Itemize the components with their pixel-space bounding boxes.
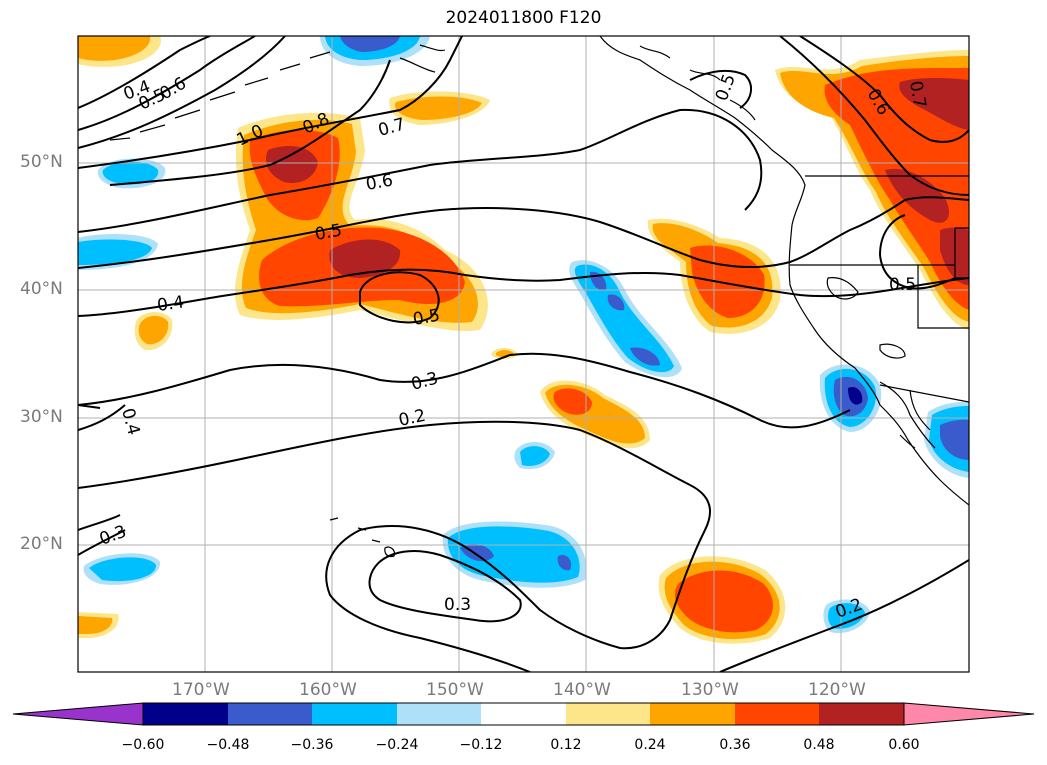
contour-0.6-east bbox=[779, 36, 969, 196]
contour-0.6-middle bbox=[78, 108, 763, 233]
colorbar-segment bbox=[397, 703, 481, 725]
colorbar-segment bbox=[312, 703, 397, 725]
colorbar-segment bbox=[228, 703, 312, 725]
contour-0.8-north bbox=[109, 59, 391, 186]
contour-label: 0.7 bbox=[905, 79, 929, 109]
colorbar-tick-label: −0.60 bbox=[121, 737, 165, 753]
gridlines bbox=[78, 36, 969, 672]
colorbar-tick-label: −0.12 bbox=[459, 737, 503, 753]
colorbar-extend-high bbox=[903, 702, 1035, 726]
contour-0.5-east bbox=[689, 69, 752, 109]
lon-label: 160°W bbox=[299, 680, 357, 700]
contour-0.2 bbox=[78, 420, 711, 672]
colorbar-tick-label: 0.12 bbox=[550, 737, 582, 753]
colorbar-extend-low bbox=[12, 702, 144, 726]
colorbar-tick-label: −0.24 bbox=[375, 737, 419, 753]
contour-0.3-west bbox=[78, 514, 126, 556]
pos-blob-central-dark bbox=[265, 146, 401, 278]
colorbar-segment bbox=[735, 703, 819, 725]
colorbar-tick-label: 0.60 bbox=[888, 737, 920, 753]
baja-peninsula bbox=[879, 381, 936, 449]
lat-label: 50°N bbox=[20, 152, 63, 172]
colorbar-tick-label: −0.48 bbox=[206, 737, 250, 753]
colorbar-segment bbox=[143, 703, 228, 725]
contour-0.5-nevada bbox=[878, 214, 956, 290]
aleutian-islands bbox=[109, 51, 331, 141]
contour-0.2-east bbox=[719, 559, 969, 672]
lon-label: 120°W bbox=[808, 680, 866, 700]
contour-0.7-east bbox=[799, 36, 969, 143]
colorbar-tick-label: 0.24 bbox=[634, 737, 666, 753]
contour-lines bbox=[78, 36, 969, 672]
map-title: 2024011800 F120 bbox=[445, 8, 602, 28]
positive-anomaly-blobs bbox=[78, 36, 969, 644]
contour-label: 0.5 bbox=[313, 221, 343, 245]
contour-label: 0.5 bbox=[411, 306, 441, 330]
contour-label: 0.3 bbox=[444, 595, 471, 615]
contour-label: 0.5 bbox=[889, 275, 916, 295]
contour-0.4-west bbox=[78, 404, 126, 431]
lon-label: 140°W bbox=[553, 680, 611, 700]
lat-label: 20°N bbox=[20, 534, 63, 554]
colorbar-tick-label: −0.36 bbox=[290, 737, 334, 753]
contour-label: 0.6 bbox=[364, 171, 394, 195]
contour-0.6-north bbox=[78, 36, 286, 149]
contour-0.5-closed bbox=[359, 271, 440, 324]
contour-0.5-north bbox=[78, 36, 256, 131]
contour-0.4-middle bbox=[78, 268, 969, 317]
alaska-coast bbox=[599, 36, 806, 226]
colorbar-segment bbox=[481, 703, 566, 725]
contour-label: 0.4 bbox=[156, 292, 186, 316]
lat-label: 40°N bbox=[20, 279, 63, 299]
colorbar-segment bbox=[819, 703, 904, 725]
contour-0.4-north bbox=[78, 36, 211, 109]
colorbar-segment bbox=[566, 703, 650, 725]
lat-label: 30°N bbox=[20, 407, 63, 427]
contour-0.5-middle bbox=[78, 196, 969, 269]
map-plot-area: 0.4 0.5 0.6 1.0 0.8 0.7 0.6 0.5 0.4 0.5 … bbox=[78, 36, 969, 672]
lon-label: 170°W bbox=[172, 680, 230, 700]
contour-0.3 bbox=[78, 352, 851, 429]
contour-0.7-north bbox=[78, 36, 463, 169]
state-line-3 bbox=[879, 384, 969, 403]
lon-label: 150°W bbox=[426, 680, 484, 700]
contour-0.3-closed bbox=[368, 550, 522, 623]
map-border bbox=[77, 35, 970, 673]
colorbar bbox=[12, 702, 1035, 726]
colorbar-tick-label: 0.36 bbox=[719, 737, 751, 753]
colorbar-tick-label: 0.48 bbox=[803, 737, 835, 753]
colorbar-segment bbox=[650, 703, 735, 725]
lon-label: 130°W bbox=[681, 680, 739, 700]
west-coast bbox=[788, 224, 969, 506]
